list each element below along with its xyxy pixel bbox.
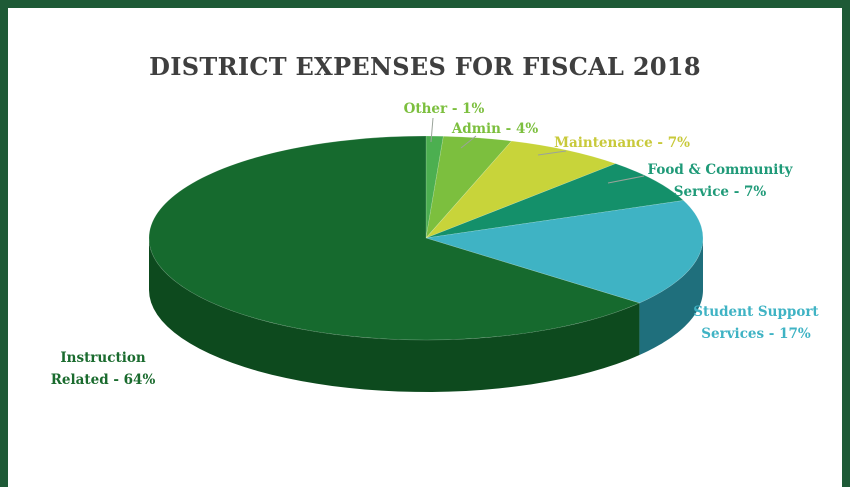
slice-label-4: Student Support Services - 17%	[693, 304, 819, 342]
slice-label-5: Instruction Related - 64%	[51, 350, 156, 388]
leader-line-3	[607, 175, 645, 184]
chart-panel: DISTRICT EXPENSES FOR FISCAL 2018 Other …	[8, 8, 842, 487]
pie-chart: Other - 1% Admin - 4% Maintenance - 7% Food…	[51, 101, 819, 392]
slice-label-1: Admin - 4%	[451, 121, 539, 137]
chart-title: DISTRICT EXPENSES FOR FISCAL 2018	[149, 52, 701, 81]
pie-slice-2	[425, 140, 617, 239]
pie-slice-3	[425, 163, 685, 239]
leader-line-0	[430, 117, 434, 143]
pie-slice-5	[148, 135, 641, 341]
slice-label-0: Other - 1%	[404, 101, 485, 117]
pie-slice-0	[425, 135, 444, 239]
slice-label-3: Food & Community Service - 7%	[647, 162, 793, 200]
pie-side-5	[149, 238, 640, 392]
leader-line-2	[537, 150, 567, 156]
slice-label-2: Maintenance - 7%	[554, 135, 690, 151]
pie-slice-4	[425, 200, 704, 304]
pie-side-4	[639, 238, 703, 356]
pie-slice-1	[425, 135, 513, 239]
leader-line-1	[460, 135, 477, 149]
